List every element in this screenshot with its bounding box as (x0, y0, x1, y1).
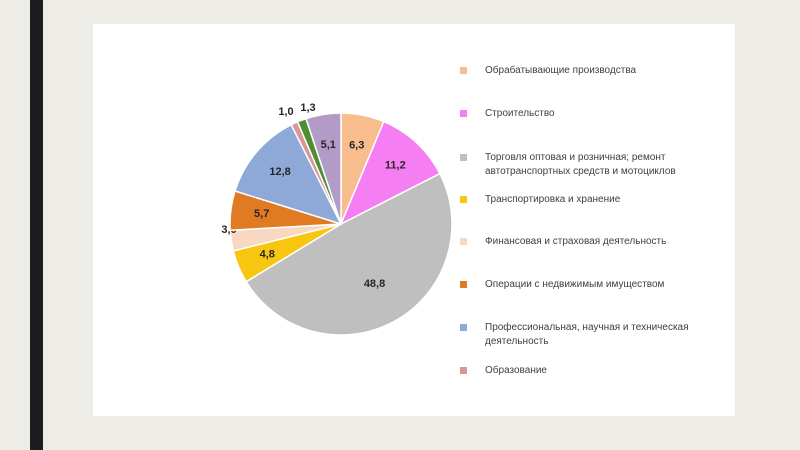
slice-value-label: 11,2 (385, 159, 406, 171)
slice-value-label: 6,3 (349, 140, 364, 152)
legend-label: Профессиональная, научная и техническая … (485, 322, 689, 347)
pie-chart: 6,311,248,84,83,05,712,81,0 1,35,1 (221, 102, 453, 336)
legend-label: Строительство (485, 108, 555, 119)
legend-item: Профессиональная, научная и техническая … (460, 321, 689, 349)
legend-swatch (460, 324, 467, 331)
pie-slice (339, 120, 441, 226)
legend-item: Обрабатывающие производства (460, 64, 636, 78)
legend-label: Образование (485, 365, 547, 376)
legend-label: Транспортировка и хранение (485, 194, 621, 205)
legend-item: Транспортировка и хранение (460, 193, 620, 207)
slice-value-label: 1,0 (278, 106, 293, 118)
legend-swatch (460, 110, 467, 117)
slide-edge-bar (30, 0, 43, 450)
legend-item: Торговля оптовая и розничная; ремонт авт… (460, 151, 676, 179)
pie-slice (234, 123, 343, 226)
legend-swatch (460, 238, 467, 245)
pie-slice (245, 172, 453, 336)
slice-value-label: 1,3 (300, 102, 315, 114)
legend-swatch (460, 196, 467, 203)
slice-value-label: 5,1 (321, 139, 336, 151)
legend-item: Финансовая и страховая деятельность (460, 235, 666, 249)
legend-swatch (460, 281, 467, 288)
slice-value-label: 4,8 (260, 249, 275, 261)
legend-item: Образование (460, 364, 547, 378)
slice-value-label: 12,8 (269, 166, 290, 178)
legend-label: Торговля оптовая и розничная; ремонт авт… (485, 152, 676, 177)
legend-swatch (460, 367, 467, 374)
legend-label: Операции с недвижимым имуществом (485, 279, 665, 290)
legend-item: Строительство (460, 107, 555, 121)
chart-slide: 6,3 11,2 48,8 4,8 3,0 5,7 12,8 1,0 1,3 5,1 Обраба… (93, 24, 735, 416)
legend-swatch (460, 67, 467, 74)
legend-swatch (460, 154, 467, 161)
slice-value-label: 5,7 (254, 208, 269, 220)
slice-value-label: 48,8 (364, 278, 385, 290)
pie-slice (305, 112, 342, 225)
legend-label: Обрабатывающие производства (485, 65, 637, 76)
legend-label: Финансовая и страховая деятельность (485, 236, 667, 247)
legend-item: Операции с недвижимым имуществом (460, 278, 664, 292)
